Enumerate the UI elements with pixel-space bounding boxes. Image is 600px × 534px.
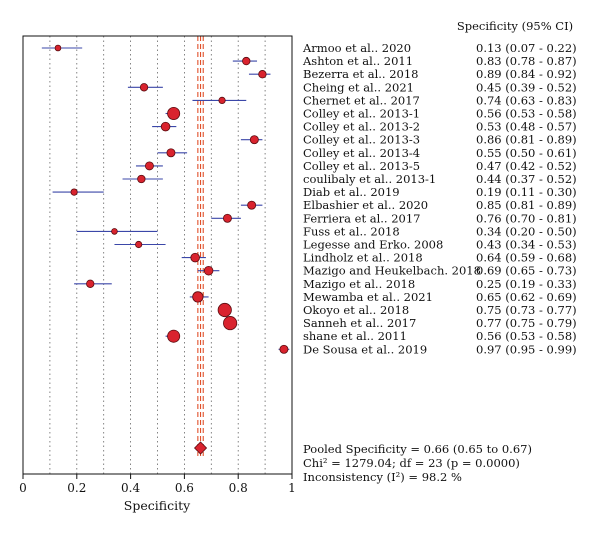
column-header: Specificity (95% CI) — [457, 19, 573, 33]
ci-text: 0.25 (0.19 - 0.33) — [476, 277, 577, 291]
ci-text: 0.86 (0.81 - 0.89) — [476, 133, 577, 147]
ci-text: 0.76 (0.70 - 0.81) — [476, 211, 577, 225]
ci-text: 0.56 (0.53 - 0.58) — [476, 329, 577, 343]
ci-text: 0.45 (0.39 - 0.52) — [476, 80, 577, 94]
study-marker — [54, 44, 62, 52]
study-label: Colley et al.. 2013-5 — [303, 159, 420, 173]
study-marker — [144, 161, 154, 171]
ci-text: 0.34 (0.20 - 0.50) — [476, 224, 577, 238]
study-label: Ashton et al.. 2011 — [302, 54, 413, 68]
ci-text: 0.53 (0.48 - 0.57) — [476, 120, 577, 134]
ci-text: 0.97 (0.95 - 0.99) — [476, 342, 577, 356]
ci-text: 0.19 (0.11 - 0.30) — [476, 185, 577, 199]
study-marker — [192, 291, 204, 303]
study-marker — [70, 188, 78, 196]
study-marker — [167, 107, 181, 120]
summary-line: Pooled Specificity = 0.66 (0.65 to 0.67) — [303, 442, 532, 456]
x-tick-label: 0 — [19, 481, 27, 495]
study-marker — [249, 135, 259, 145]
study-label: Colley et al.. 2013-2 — [303, 120, 420, 134]
ci-text: 0.77 (0.75 - 0.79) — [476, 316, 577, 330]
summary-line: Inconsistency (I²) = 98.2 % — [303, 470, 462, 484]
study-marker — [167, 329, 181, 343]
study-marker — [160, 121, 171, 132]
ci-text: 0.43 (0.34 - 0.53) — [476, 238, 577, 252]
study-marker — [166, 148, 176, 158]
study-label: Colley et al.. 2013-3 — [303, 133, 420, 147]
ci-text: 0.69 (0.65 - 0.73) — [476, 264, 577, 278]
ci-text: 0.83 (0.78 - 0.87) — [476, 54, 577, 68]
x-tick-label: 0.4 — [121, 481, 140, 495]
study-label: Mazigo and Heukelbach. 2018 — [303, 264, 481, 278]
pooled-summary: Pooled Specificity = 0.66 (0.65 to 0.67)… — [303, 442, 532, 484]
study-marker — [218, 96, 226, 104]
study-marker — [137, 174, 146, 184]
study-marker — [190, 252, 200, 263]
study-marker — [279, 344, 289, 354]
study-label: Colley et al.. 2013-1 — [303, 107, 420, 121]
study-label: shane et al.. 2011 — [303, 329, 407, 343]
x-axis-label: Specificity — [124, 498, 191, 513]
study-label: Chernet et al.. 2017 — [303, 93, 420, 107]
ci-texts: 0.13 (0.07 - 0.22)0.83 (0.78 - 0.87)0.89… — [476, 41, 577, 356]
study-marker — [217, 302, 232, 318]
study-label: Mewamba et al.. 2021 — [303, 290, 433, 304]
study-label: Lindholz et al.. 2018 — [303, 251, 423, 265]
study-label: De Sousa et al.. 2019 — [303, 342, 427, 356]
study-label: Fuss et al.. 2018 — [303, 224, 400, 238]
study-label: Legesse and Erko. 2008 — [303, 238, 443, 252]
ci-text: 0.56 (0.53 - 0.58) — [476, 107, 577, 121]
study-label: Okoyo et al.. 2018 — [303, 303, 409, 317]
study-label: Mazigo et al.. 2018 — [303, 277, 415, 291]
ci-text: 0.65 (0.62 - 0.69) — [476, 290, 577, 304]
study-marker — [247, 200, 257, 210]
ci-text: 0.44 (0.37 - 0.52) — [476, 172, 577, 186]
gridlines — [49, 36, 266, 474]
study-marker — [242, 56, 251, 66]
study-label: Cheing et al.. 2021 — [303, 80, 414, 94]
study-markers — [54, 44, 289, 354]
summary-line: Chi² = 1279.04; df = 23 (p = 0.0000) — [303, 456, 520, 470]
x-axis: 0 0.2 0.4 0.6 0.8 1 — [19, 474, 296, 495]
study-marker — [139, 83, 149, 92]
ci-text: 0.47 (0.42 - 0.52) — [476, 159, 577, 173]
study-marker — [223, 316, 238, 331]
study-label: Elbashier et al.. 2020 — [303, 198, 428, 212]
study-marker — [111, 228, 118, 235]
x-tick-label: 1 — [288, 481, 296, 495]
x-tick-label: 0.2 — [67, 481, 86, 495]
ci-text: 0.74 (0.63 - 0.83) — [476, 93, 577, 107]
study-label: Bezerra et al.. 2018 — [303, 67, 418, 81]
study-marker — [135, 240, 143, 249]
study-label: Sanneh et al.. 2017 — [303, 316, 416, 330]
study-label: Armoo et al.. 2020 — [302, 41, 411, 55]
study-label: Ferriera et al.. 2017 — [303, 211, 421, 225]
ci-text: 0.85 (0.81 - 0.89) — [476, 198, 577, 212]
pooled-estimate — [193, 441, 208, 455]
ci-text: 0.13 (0.07 - 0.22) — [476, 41, 577, 55]
x-tick-label: 0.8 — [229, 481, 248, 495]
study-marker — [203, 265, 214, 276]
study-marker — [222, 213, 232, 223]
study-label: Colley et al.. 2013-4 — [303, 146, 420, 160]
plot-frame — [22, 35, 293, 475]
study-marker — [258, 70, 267, 79]
ci-text: 0.75 (0.73 - 0.77) — [476, 303, 577, 317]
ci-text: 0.55 (0.50 - 0.61) — [476, 146, 577, 160]
pooled-reference-lines — [197, 36, 204, 456]
x-tick-label: 0.6 — [175, 481, 194, 495]
ci-text: 0.64 (0.59 - 0.68) — [476, 251, 577, 265]
study-label: Diab et al.. 2019 — [303, 185, 400, 199]
ci-text: 0.89 (0.84 - 0.92) — [476, 67, 577, 81]
study-marker — [86, 279, 95, 288]
pooled-diamond — [193, 441, 208, 455]
study-label: coulibaly et al.. 2013-1 — [303, 172, 436, 186]
confidence-intervals — [41, 47, 290, 350]
